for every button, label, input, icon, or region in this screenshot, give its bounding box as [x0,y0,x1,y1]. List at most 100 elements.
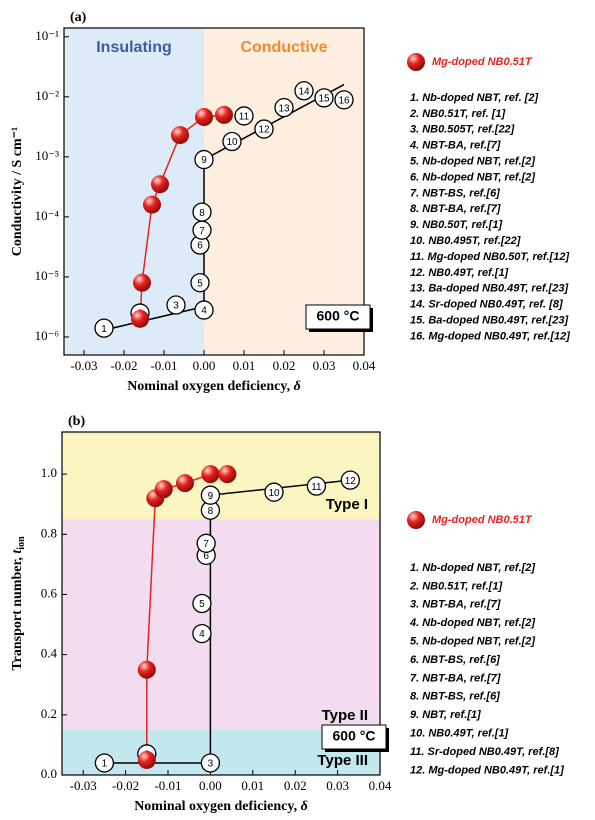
reference-point [274,97,294,118]
y-axis-label-text: Conductivity / S cm⁻¹ [10,127,25,256]
y-tick-label: 10⁻³ [35,148,59,163]
y-tick-label: 0.6 [41,585,58,600]
y-axis-label: Conductivity / S cm⁻¹ [10,127,25,256]
data-point [137,660,156,679]
y-axis-label: Transport number, tion [10,536,27,671]
legend-entry: 10. NB0.49T, ref.[1] [410,728,509,740]
y-tick-label: 0.8 [41,525,57,540]
data-point [131,309,149,328]
y-tick-label: 10⁻⁶ [35,328,59,343]
legend-entry: 13. Ba-doped NB0.49T, ref.[23] [410,283,568,295]
reference-point [192,202,212,222]
legend-entry: 5. Nb-doped NBT, ref.[2] [410,156,535,168]
reference-point [166,295,186,315]
legend-entry: 14. Sr-doped NB0.49T, ref. [8] [410,299,563,311]
legend-marker [407,511,425,529]
legend-entry: 11. Mg-doped NB0.50T, ref.[12] [410,251,569,263]
x-tick-label: 0.02 [284,778,307,793]
x-tick-label: 0.02 [273,358,296,373]
reference-point [194,300,214,320]
legend-entry: 6. Nb-doped NBT, ref.[2] [410,171,535,183]
reference-point-label: 5 [199,599,205,610]
reference-point-label: 1 [101,324,107,335]
x-tick-label: 0.03 [313,358,336,373]
region [204,28,364,355]
x-tick-label: 0.00 [199,778,222,793]
data-point [218,465,237,484]
legend-entry: 7. NBT-BS, ref.[6] [410,187,500,199]
reference-point-label: 12 [345,476,357,487]
data-point [175,474,194,493]
reference-point [94,753,115,773]
y-tick-label: 10⁻¹ [35,28,59,43]
reference-point [254,119,274,139]
reference-point-label: 4 [199,629,205,640]
legend-entry: 8. NBT-BS, ref.[6] [410,691,500,703]
legend-entry: 9. NBT, ref.[1] [410,709,481,721]
data-point [195,108,213,127]
legend-entry: 16. Mg-doped NB0.49T, ref.[12] [410,330,570,342]
y-axis-symbol: t [10,549,25,554]
x-axis-label-text: Nominal oxygen deficiency, [134,799,300,814]
legend-entry: 11. Sr-doped NB0.49T, ref.[8] [410,746,559,758]
reference-point [340,470,360,490]
x-tick-label: 0.03 [326,778,349,793]
region-label: Type I [326,496,368,513]
x-tick-label: 0.01 [233,358,256,373]
legend-entry: 7. NBT-BA, ref.[7] [410,672,501,684]
reference-point-label: 11 [239,112,250,123]
y-tick-label: 10⁻² [35,88,59,103]
x-axis-label: Nominal oxygen deficiency, δ [134,799,308,814]
y-axis-subscript: ion [16,536,27,550]
x-axis-symbol: δ [294,379,301,394]
y-tick-label: 1.0 [41,465,57,480]
data-point [215,105,233,124]
legend-label: Mg-doped NB0.51T [432,56,533,68]
reference-point [190,273,210,293]
reference-point [306,476,327,496]
data-point [171,126,189,145]
y-tick-label: 10⁻⁵ [35,268,59,283]
reference-point [222,131,242,152]
x-axis-symbol: δ [301,799,308,814]
plot-frame [63,27,365,356]
x-tick-label: -0.02 [112,778,139,793]
reference-point-label: 15 [318,94,330,105]
legend-entry: 12. Mg-doped NB0.49T, ref.[1] [410,764,564,776]
reference-point-label: 5 [197,278,203,289]
legend-marker [407,53,425,71]
panel-label: (b) [68,414,85,429]
legend-label: Mg-doped NB0.51T [432,514,533,526]
x-tick-label: 0.01 [241,778,264,793]
reference-point [294,81,314,101]
reference-point-label: 9 [201,155,207,166]
reference-point-label: 1 [102,759,108,770]
annotation: 600 °C [317,308,360,324]
reference-point-label: 4 [201,306,207,317]
data-point [151,175,169,194]
reference-point [314,88,334,108]
legend-entry: 1. Nb-doped NBT, ref. [2] [410,92,538,104]
reference-point [94,318,114,338]
reference-point-label: 12 [258,125,270,136]
y-axis-label-text: Transport number, [10,554,25,671]
y-tick-label: 0.2 [41,706,57,721]
region-label: Conductive [240,39,327,56]
y-tick-label: 0.4 [41,646,58,661]
reference-point-label: 3 [173,301,179,312]
reference-point-label: 7 [199,226,205,237]
x-tick-label: -0.01 [150,358,177,373]
reference-point-label: 6 [197,241,203,252]
legend-entry: 3. NB0.505T, ref.[22] [410,124,515,136]
x-tick-label: -0.01 [154,778,181,793]
legend-entry: 5. Nb-doped NBT, ref.[2] [410,636,535,648]
reference-point [200,753,221,773]
reference-point-label: 11 [311,482,322,493]
reference-point-label: 8 [208,506,214,517]
x-tick-label: 0.04 [369,778,392,793]
legend-entry: 4. NBT-BA, ref.[7] [409,140,501,152]
reference-point-label: 10 [226,137,238,148]
region-label: Insulating [96,39,172,56]
reference-point [194,149,214,170]
